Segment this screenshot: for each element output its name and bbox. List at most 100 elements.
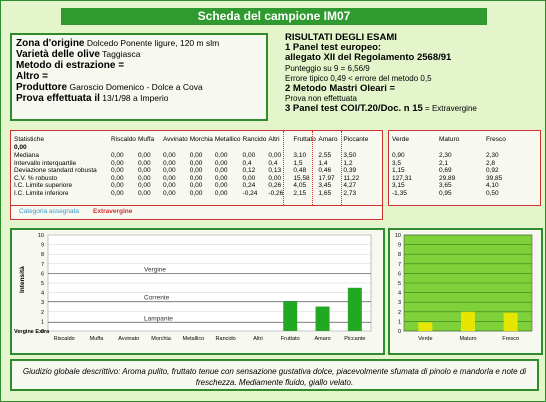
panel3-label: 3 Panel test COI/T.20/Doc. n 15 <box>285 103 423 115</box>
stats2-row: 1,15 0,69 0,92 <box>391 167 532 175</box>
stat-cell: -1,35 <box>392 189 407 197</box>
producer-value: Garoscio Domenico - Dolce a Cova <box>69 82 203 92</box>
row-label: I.C. Limite superiore <box>14 182 73 190</box>
stat-cell: 4,05 <box>293 182 307 190</box>
x-tick-label: Avvinato <box>118 336 139 342</box>
stats2-row: 3,5 2,1 2,8 <box>391 160 532 168</box>
col-header: Avvinato <box>162 136 188 143</box>
stat-cell: 0,92 <box>486 167 499 175</box>
chart-fruity-svg: 0 1 2 3 4 5 6 7 8 9 10 Verde Maturo Fresco <box>395 233 533 342</box>
x-tick-label: Altri <box>253 336 262 342</box>
stat-cell: 0,13 <box>268 167 282 175</box>
results-heading: RISULTATI DEGLI ESAMI <box>285 32 397 43</box>
stats-row: Intervallo interquartile 0,00 0,00 0,00 0,00… <box>13 160 369 168</box>
stat-cell: 0,39 <box>343 167 357 175</box>
stat-cell: 0,00 <box>189 159 203 167</box>
col-header: Verde <box>392 136 409 143</box>
stat-cell: 1,5 <box>293 159 303 167</box>
stat-cell: 0,00 <box>137 174 151 182</box>
y-tick-label: 7 <box>398 262 401 268</box>
bar-fruttato <box>283 301 298 331</box>
variety-value: Taggiasca <box>102 49 141 59</box>
stat-cell: 2,30 <box>439 152 452 159</box>
stat-cell: 0,00 <box>111 182 124 190</box>
stats-row: I.C. Limite superiore 0,00 0,00 0,00 0,00 0,0… <box>13 182 369 190</box>
col-header: Amaro <box>318 136 338 143</box>
stat-cell: 3,50 <box>343 152 357 159</box>
y-tick-label: 9 <box>398 243 401 249</box>
stat-cell: 0,00 <box>111 174 124 182</box>
method2-note: Prova non effettuata <box>285 94 357 104</box>
y-tick-label: 5 <box>398 281 401 287</box>
stat-cell: 0,00 <box>214 182 228 190</box>
y-tick-label: 2 <box>398 310 401 316</box>
stats-row: Deviazione standard robusta 0,00 0,00 0,00 0… <box>13 167 369 175</box>
y-tick-label: 6 <box>41 271 44 277</box>
y-tick-label: 1 <box>41 319 44 325</box>
y-tick-label: 6 <box>398 271 401 277</box>
stat-cell: 0,48 <box>293 167 307 175</box>
zone-label: Vergine <box>144 266 166 273</box>
stat-cell: 0,00 <box>189 174 203 182</box>
stat-cell: 3,65 <box>439 182 452 190</box>
stat-cell: 0,00 <box>137 159 151 167</box>
sheet-title: Scheda del campione IM07 <box>61 8 487 25</box>
stat-cell: 29,89 <box>439 174 456 182</box>
col-header: Muffa <box>137 136 155 143</box>
x-tick-label: Fresco <box>502 336 519 342</box>
col-header: Rancido <box>242 136 267 143</box>
stat-cell: 2,30 <box>486 152 499 159</box>
stats-table-box: Statistiche 0,00 Riscaldo Muffa Avvinato … <box>10 130 383 220</box>
stat-cell: 0,00 <box>162 167 176 175</box>
x-tick-label: Muffa <box>90 336 105 342</box>
divider <box>283 131 284 205</box>
stat-cell: 127,31 <box>392 174 412 182</box>
col-header: Metallico <box>214 136 241 143</box>
bar-fresco <box>503 312 518 331</box>
x-tick-label: Morchia <box>151 336 172 342</box>
variety-label: Varietà delle olive <box>16 49 100 60</box>
row-label: Mediana <box>14 152 39 159</box>
stat-cell: 0,00 <box>162 152 176 159</box>
stat-cell: 0,50 <box>486 189 499 197</box>
stats-table: Statistiche 0,00 Riscaldo Muffa Avvinato … <box>13 133 369 198</box>
stat-cell: 0,00 <box>162 174 176 182</box>
descriptive-judgement: Giudizio globale descrittivo: Aroma puli… <box>10 359 539 391</box>
stat-cell: 3,45 <box>318 182 332 190</box>
stat-cell: 39,85 <box>486 174 503 182</box>
row-label: I.C. Limite inferiore <box>14 189 69 197</box>
y-tick-label: 3 <box>398 300 401 306</box>
panel1-line2: allegato XII del Regolamento 2568/91 <box>285 52 452 64</box>
x-tick-label: Verde <box>418 336 432 342</box>
stat-cell: 0,00 <box>162 182 176 190</box>
stat-cell: 2,8 <box>486 159 496 167</box>
stat-cell: 0,00 <box>137 167 151 175</box>
stat-cell: 0,00 <box>189 167 203 175</box>
y-tick-label: 3 <box>41 300 44 306</box>
stat-cell: 0,00 <box>162 189 176 197</box>
x-tick-label: Riscaldo <box>54 336 75 342</box>
stat-cell: 0,00 <box>137 189 151 197</box>
stat-cell: 0,69 <box>439 167 452 175</box>
stat-cell: 2,55 <box>318 152 332 159</box>
stat-cell: 0,90 <box>392 152 405 159</box>
test-row: Prova effettuata il 13/1/98 a Imperio <box>16 93 262 104</box>
x-tick-label: Piccante <box>344 336 365 342</box>
col-header: Altri <box>268 136 280 143</box>
zone-label: Corrente <box>144 294 170 301</box>
y-tick-label: 0 <box>41 329 44 335</box>
stats2-row: 3,15 3,65 4,10 <box>391 182 532 190</box>
bar-piccante <box>347 287 362 331</box>
stat-cell: 2,1 <box>439 159 449 167</box>
method-row: Metodo di estrazione = <box>16 60 262 71</box>
row-label: Deviazione standard robusta <box>14 167 97 175</box>
zone-label-extra: Vergine Extra <box>14 329 50 335</box>
producer-row: Produttore Garoscio Domenico - Dolce a C… <box>16 82 262 93</box>
stat-cell: 0,00 <box>111 189 124 197</box>
stat-cell: -0,24 <box>242 189 258 197</box>
stats-header-zero: 0,00 <box>14 143 27 151</box>
stats-row: I.C. Limite inferiore 0,00 0,00 0,00 0,00 0,0… <box>13 190 369 198</box>
col-header: Piccante <box>343 136 369 143</box>
score-text: Punteggio su 9 = 6,56/9 <box>285 63 370 73</box>
